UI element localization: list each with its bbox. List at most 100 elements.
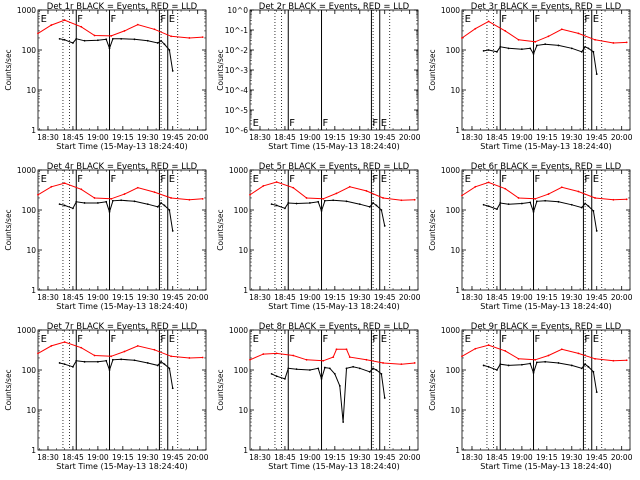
data-point bbox=[111, 37, 114, 40]
data-point bbox=[146, 39, 149, 42]
x-tick-label: 19:30 bbox=[561, 453, 583, 462]
plot-frame bbox=[461, 169, 631, 291]
data-point bbox=[317, 367, 320, 370]
data-point bbox=[72, 365, 74, 368]
x-tick-label: 19:30 bbox=[561, 133, 583, 142]
x-axis-label: Start Time (15-May-13 18:24:40) bbox=[56, 142, 187, 151]
data-point bbox=[507, 364, 510, 367]
flag-label: F bbox=[535, 14, 541, 25]
plot-frame bbox=[461, 329, 631, 451]
flag-label: F bbox=[111, 334, 117, 345]
data-point bbox=[517, 357, 520, 360]
data-point bbox=[50, 185, 53, 188]
data-point bbox=[133, 38, 136, 41]
x-tick-label: 20:00 bbox=[399, 293, 421, 302]
data-point bbox=[63, 204, 66, 207]
data-point bbox=[105, 200, 108, 203]
data-point bbox=[507, 47, 510, 50]
data-point bbox=[305, 358, 308, 361]
data-point bbox=[560, 186, 563, 189]
x-tick-label: 19:30 bbox=[349, 453, 371, 462]
flag-label: F bbox=[501, 334, 507, 345]
flag-label: E bbox=[41, 174, 47, 185]
y-axis-label: Counts/sec bbox=[216, 369, 225, 410]
data-point bbox=[560, 348, 563, 351]
data-point bbox=[592, 370, 595, 373]
data-point bbox=[262, 185, 265, 187]
flag-label: E bbox=[381, 174, 387, 185]
data-point bbox=[358, 203, 361, 206]
y-tick-label: 1000 bbox=[17, 166, 36, 175]
data-point bbox=[587, 205, 590, 208]
data-point bbox=[342, 421, 345, 423]
flag-label: F bbox=[289, 174, 295, 185]
data-point bbox=[348, 185, 351, 188]
x-tick-label: 19:30 bbox=[137, 133, 159, 142]
data-point bbox=[577, 190, 580, 193]
flag-label: F bbox=[323, 334, 329, 345]
data-point bbox=[520, 48, 523, 51]
data-point bbox=[201, 197, 204, 200]
flag-label: F bbox=[111, 174, 117, 185]
panel-title: Det 6r BLACK = Events, RED = LLD bbox=[471, 162, 622, 172]
data-point bbox=[163, 363, 166, 366]
flag-label: E bbox=[41, 14, 47, 25]
panel-det-4: Det 4r BLACK = Events, RED = LLD 1 10 100 10… bbox=[4, 162, 209, 311]
data-point bbox=[474, 185, 477, 188]
panel-det-3: Det 3r BLACK = Events, RED = LLD 1 10 100 10… bbox=[428, 2, 633, 151]
flag-label: F bbox=[535, 334, 541, 345]
flag-label: F bbox=[372, 334, 378, 345]
x-tick-label: 20:00 bbox=[399, 133, 421, 142]
data-point bbox=[625, 359, 628, 362]
data-point bbox=[58, 37, 61, 40]
x-tick-label: 19:30 bbox=[561, 293, 583, 302]
data-point bbox=[338, 385, 341, 387]
x-tick-label: 18:30 bbox=[37, 133, 59, 142]
lld-series-line bbox=[461, 20, 627, 44]
panel-title: Det 5r BLACK = Events, RED = LLD bbox=[259, 162, 410, 172]
flag-label: F bbox=[584, 334, 590, 345]
data-point bbox=[275, 181, 278, 183]
data-point bbox=[105, 38, 108, 41]
data-point bbox=[160, 360, 162, 363]
data-point bbox=[156, 364, 159, 367]
x-tick-label: 19:15 bbox=[536, 453, 558, 462]
lld-series-line bbox=[249, 181, 415, 201]
data-point bbox=[625, 41, 628, 44]
data-point bbox=[534, 197, 537, 200]
data-point bbox=[188, 37, 191, 39]
data-point bbox=[544, 199, 547, 202]
x-tick-label: 19:45 bbox=[586, 133, 608, 142]
data-point bbox=[592, 209, 595, 212]
data-point bbox=[322, 197, 325, 200]
x-axis-label: Start Time (15-May-13 18:24:40) bbox=[56, 302, 187, 311]
data-point bbox=[275, 204, 278, 207]
data-point bbox=[63, 38, 66, 41]
data-point bbox=[544, 43, 547, 46]
data-point bbox=[123, 350, 126, 353]
flag-label: F bbox=[77, 174, 83, 185]
y-tick-label: 1 bbox=[455, 446, 460, 455]
data-point bbox=[487, 344, 490, 346]
y-tick-label: 10 bbox=[26, 406, 36, 415]
y-tick-label: 1000 bbox=[229, 326, 248, 335]
data-point bbox=[595, 73, 598, 75]
x-tick-label: 18:30 bbox=[37, 293, 59, 302]
panel-title: Det 2r BLACK = Events, RED = LLD bbox=[259, 2, 410, 12]
y-tick-label: 10^-1 bbox=[225, 26, 249, 35]
data-point bbox=[308, 202, 311, 204]
data-point bbox=[487, 181, 490, 184]
data-point bbox=[368, 205, 371, 208]
data-point bbox=[75, 200, 78, 203]
x-axis-label: Start Time (15-May-13 18:24:40) bbox=[56, 462, 187, 471]
lld-series-line bbox=[461, 181, 627, 201]
data-point bbox=[534, 40, 537, 43]
panel-title: Det 1r BLACK = Events, RED = LLD bbox=[47, 2, 198, 12]
flag-label: E bbox=[381, 118, 387, 129]
data-point bbox=[50, 24, 53, 26]
flag-label: F bbox=[77, 14, 83, 25]
data-point bbox=[625, 198, 628, 201]
y-tick-label: 100 bbox=[446, 206, 461, 215]
data-point bbox=[544, 360, 547, 363]
data-point bbox=[146, 362, 149, 364]
